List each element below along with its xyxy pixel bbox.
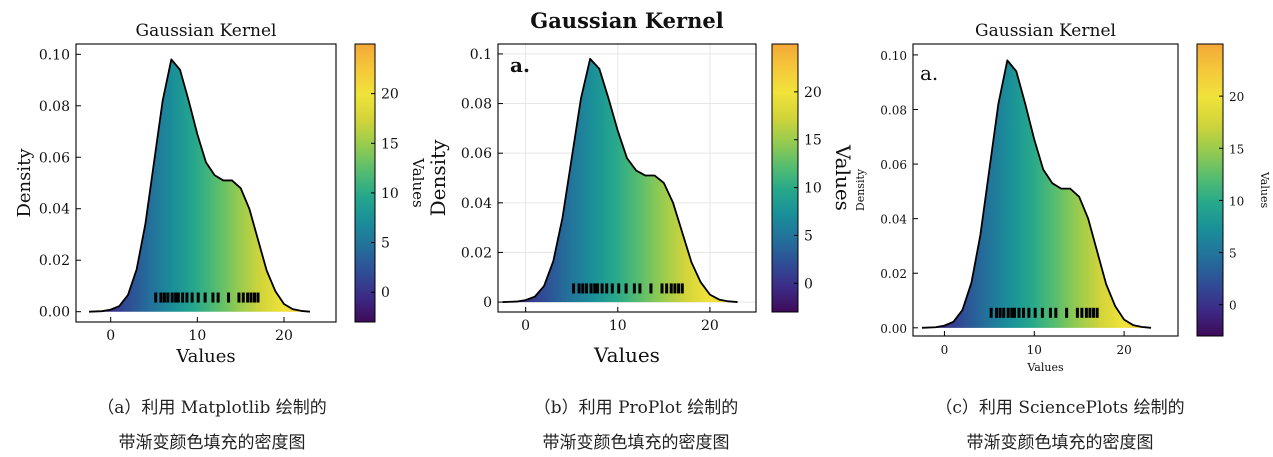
panel-label: a. [920,61,938,85]
y-tick-label: 0.10 [39,47,70,63]
colorbar [771,43,799,313]
caption-b-line2: 带渐变颜色填充的密度图 [542,433,730,453]
y-tick-label: 0.02 [880,267,907,281]
y-tick-label: 0.10 [880,49,907,63]
colorbar-tick-label: 15 [1229,142,1244,156]
colorbar-label: Values [831,144,855,211]
x-tick-label: 10 [1027,343,1042,357]
y-tick-label: 0.02 [461,245,492,261]
chart-title: Gaussian Kernel [530,8,723,33]
caption-c-line2: 带渐变颜色填充的密度图 [966,433,1154,453]
colorbar-tick-label: 20 [804,85,822,101]
colorbar [1196,43,1224,337]
y-tick-label: 0.06 [461,146,492,162]
chart-title: Gaussian Kernel [136,21,277,41]
colorbar-tick-label: 0 [804,276,813,292]
colorbar-tick-label: 20 [1229,90,1244,104]
panel-a-chart: 0 10 20 0.00 0.02 0.04 0.06 0.08 0.10 Gaussian Ke… [14,21,427,367]
x-axis-label: Values [1026,361,1064,374]
colorbar-tick-label: 0 [381,285,390,301]
colorbar-tick-label: 5 [804,228,813,244]
plot-frame [912,43,1179,337]
density-line [88,58,311,313]
colorbar-tick-label: 15 [804,133,822,149]
y-axis-label: Density [14,148,35,218]
colorbar-tick-label: 0 [1229,299,1237,313]
y-tick-label: 0.06 [39,150,70,166]
colorbar-tick-label: 10 [1229,194,1244,208]
colorbar-tick-label: 10 [381,186,399,202]
density-area [502,58,738,303]
y-tick-label: 0.06 [880,158,907,172]
y-axis-label: Density [426,139,450,216]
x-axis-label: Values [593,343,660,367]
x-tick-label: 10 [188,328,206,344]
y-tick-label: 0.1 [470,47,492,63]
panel-c-chart: 0 10 20 0.00 0.02 0.04 0.06 0.08 0.10 Gaussian Ke… [854,21,1271,374]
y-tick-label: 0.02 [39,253,70,269]
caption-b-line1: （b）利用 ProPlot 绘制的 [533,398,739,418]
density-line [921,59,1152,329]
y-tick-label: 0.08 [461,97,492,113]
colorbar-tick-label: 10 [804,181,822,197]
panel-b-chart: 0 10 20 0 0.02 0.04 0.06 0.08 0.1 Gaussian Kernel… [426,8,855,367]
colorbar [354,43,376,323]
colorbar-tick-label: 5 [1229,247,1237,261]
colorbar-tick-label: 20 [381,87,399,103]
y-tick-label: 0.04 [461,196,492,212]
y-tick-label: 0.08 [880,103,907,117]
y-tick-label: 0.04 [880,213,907,227]
density-area [89,59,310,312]
density-line [502,57,738,303]
x-tick-label: 0 [106,328,115,344]
colorbar-tick-label: 5 [381,236,390,252]
y-tick-label: 0.08 [39,99,70,115]
x-tick-label: 0 [941,343,949,357]
colorbar-tick-label: 15 [381,136,399,152]
density-area [921,60,1152,328]
colorbar-label: Values [1258,171,1271,209]
y-tick-label: 0 [483,295,492,311]
plot-frame [75,43,337,323]
caption-c-line1: （c）利用 SciencePlots 绘制的 [935,398,1185,418]
x-tick-label: 20 [275,328,293,344]
caption-a-line2: 带渐变颜色填充的密度图 [118,433,306,453]
x-tick-label: 20 [1116,343,1131,357]
y-tick-label: 0.00 [39,305,70,321]
y-tick-label: 0.00 [880,322,907,336]
caption-a-line1: （a）利用 Matplotlib 绘制的 [97,398,327,418]
plot-frame [497,43,757,313]
x-tick-label: 10 [609,318,627,334]
x-tick-label: 20 [701,318,719,334]
panel-label: a. [510,53,530,77]
y-axis-label: Density [854,168,867,211]
x-axis-label: Values [175,346,235,367]
colorbar-label: Values [409,157,427,207]
chart-title: Gaussian Kernel [975,21,1116,41]
x-tick-label: 0 [521,318,530,334]
y-tick-label: 0.04 [39,202,70,218]
